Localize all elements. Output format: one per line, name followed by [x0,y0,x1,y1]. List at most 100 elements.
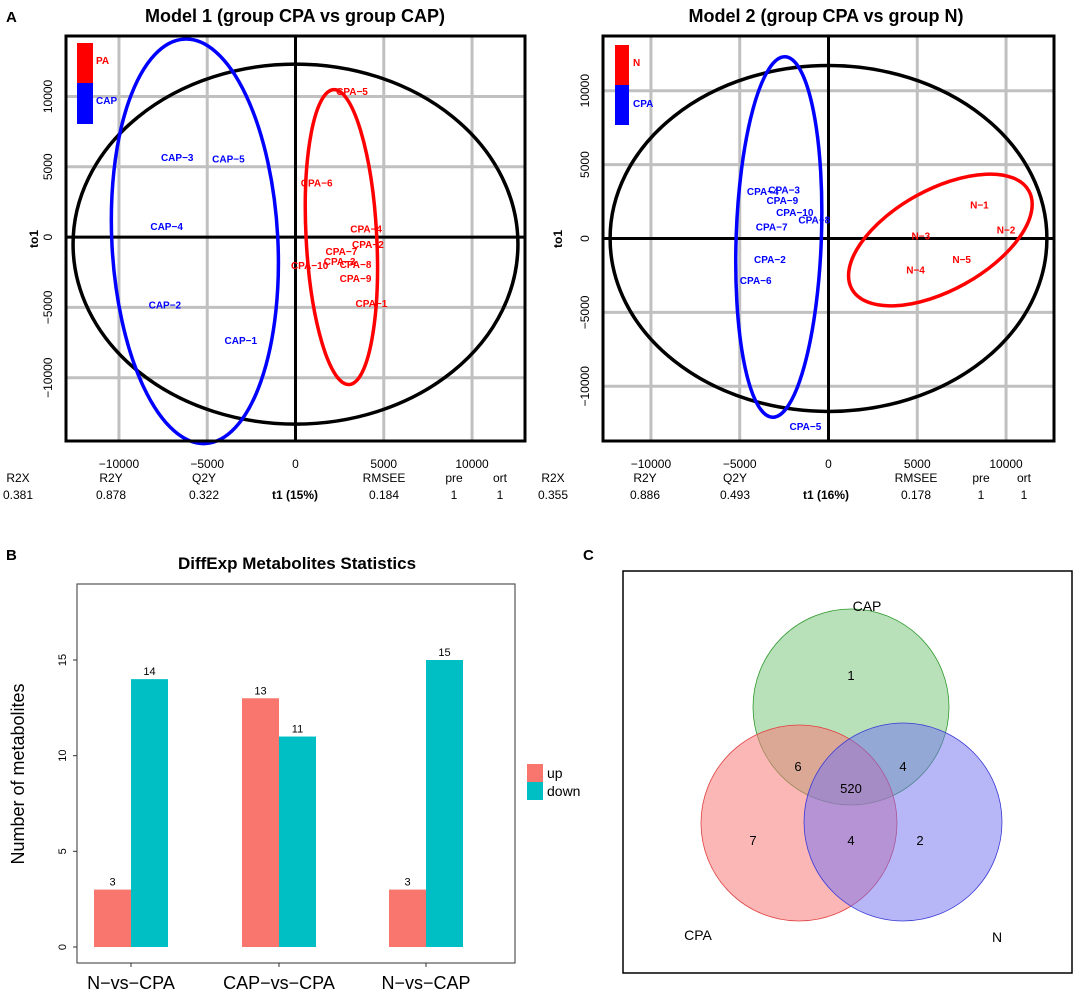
model2-point-label: CPA−10 [776,208,814,219]
model1-y-tick-label: 10000 [41,79,55,113]
model1-legend-swatch-cap [77,83,93,124]
model2-score-plot: Model 2 (group CPA vs group N) CPA−3CPA−… [538,6,1056,502]
bar-down [131,679,168,947]
model1-stat-h1: R2Y [99,471,122,485]
model1-point-label: CPA−7 [326,247,358,258]
diffexp-bar-chart: DiffExp Metabolites Statistics 3 14 13 11 3 1… [8,554,580,993]
model2-point-label: N−4 [906,266,925,277]
model1-stat-v5: 1 [497,488,504,502]
panel-label-b: B [6,547,17,564]
model2-y-tick-label: 10000 [578,74,592,108]
panel-label-c: C [583,547,594,564]
bar-up [94,889,131,947]
model2-x-tick-label: −10000 [631,457,672,471]
model1-y-tick-label: 0 [41,233,55,240]
venn-circle-n [803,722,1003,922]
bar-legend-swatch-down [527,782,543,800]
venn-diagram: CAP CPA N 1 7 2 6 4 4 520 [622,570,1073,974]
model2-stat-h5: ort [1017,471,1032,485]
model2-stats: R2X R2Y Q2Y RMSEE pre ort 0.355 0.886 0.… [538,471,1032,502]
model2-xlabel: t1 (16%) [803,488,849,502]
bar-y-tick-label: 15 [57,654,69,666]
model1-stat-v2: 0.322 [189,488,219,502]
bar-y-tick-label: 5 [57,848,69,854]
bar-legend-swatch-up [527,764,543,782]
model2-x-tick-label: 5000 [904,457,931,471]
model2-legend-label-cpa: CPA [633,99,653,110]
venn-set-label-cap: CAP [853,598,882,614]
model1-stat-v4: 1 [451,488,458,502]
model1-point-label: CPA−5 [336,87,368,98]
venn-region-cap-only: 1 [847,668,854,683]
venn-region-cpa-cap: 6 [794,759,801,774]
bar-up [242,698,279,947]
venn-set-label-cpa: CPA [684,927,712,943]
model1-x-tick-label: 0 [292,457,299,471]
venn-region-cpa-n: 4 [847,833,854,848]
model1-legend: PA CAP [77,43,117,124]
bar-chart-title: DiffExp Metabolites Statistics [178,554,416,573]
model1-point-label: CPA−2 [352,240,384,251]
model1-y-tick-label: −5000 [41,290,55,324]
bar-value-label: 11 [292,724,303,736]
bar-value-label: 3 [109,877,115,889]
model1-title: Model 1 (group CPA vs group CAP) [145,6,445,26]
model1-y-tick-label: −10000 [41,357,55,398]
bar-x-tick-label: N−vs−CAP [381,973,470,993]
panel-label-a: A [6,9,17,26]
model2-point-label: N−3 [912,232,931,243]
bar-y-tick-label: 10 [57,750,69,762]
model2-legend-swatch-cpa [615,85,629,125]
model2-x-tick-label: −5000 [723,457,757,471]
model2-stat-v1: 0.886 [630,488,660,502]
model2-stat-h0: R2X [541,471,564,485]
model1-point-label: CAP−2 [149,301,182,312]
model1-ellipse-pa [303,87,380,387]
model2-stat-v0: 0.355 [538,488,568,502]
bar-legend: up down [527,764,580,800]
model1-point-label: CAP−4 [150,222,183,233]
model1-stat-h3: RMSEE [363,471,406,485]
model1-stat-v3: 0.184 [369,488,399,502]
bar-x-tick-label: CAP−vs−CPA [223,973,335,993]
venn-region-all: 520 [840,781,862,796]
venn-set-label-n: N [992,929,1002,945]
venn-region-n-only: 2 [916,833,923,848]
model2-point-label: CPA−7 [756,223,788,234]
model2-point-label: CPA−8 [798,215,830,226]
model1-stat-h5: ort [493,471,508,485]
model1-stat-h2: Q2Y [192,471,216,485]
model2-ellipse-cpa [733,55,824,419]
model2-point-label: CPA−9 [766,196,798,207]
model2-legend-swatch-n [615,45,629,85]
model1-point-label: CPA−6 [301,178,333,189]
model1-x-tick-label: −5000 [190,457,224,471]
model1-stat-v0: 0.381 [3,488,33,502]
model1-x-tick-label: 5000 [370,457,397,471]
bar-up [389,889,426,947]
bar-value-label: 3 [404,877,410,889]
bar-ylabel: Number of metabolites [8,683,28,864]
model1-legend-label-cap: CAP [96,96,117,107]
model1-stats: R2X R2Y Q2Y RMSEE pre ort 0.381 0.878 0.… [3,471,508,502]
model1-legend-label-pa: PA [96,56,109,67]
model2-stat-h3: RMSEE [895,471,938,485]
model2-stat-h2: Q2Y [723,471,747,485]
model2-point-label: N−2 [997,226,1016,237]
model1-point-label: CPA−10 [291,261,329,272]
model1-point-label: CPA−1 [356,299,388,310]
model2-ellipse-t2 [608,63,1049,414]
model2-stat-v5: 1 [1021,488,1028,502]
model2-point-label: CPA−6 [740,276,772,287]
bar-value-label: 13 [254,685,266,697]
model1-ylabel: to1 [27,230,41,248]
model2-point-label: CPA−5 [790,422,822,433]
model2-point-label: CPA−2 [754,255,786,266]
model1-frame [64,34,527,443]
bar-x-tick-label: N−vs−CPA [87,973,175,993]
bar-down [426,660,463,947]
model1-point-label: CAP−5 [212,154,245,165]
venn-region-cap-n: 4 [899,759,906,774]
model2-legend-label-n: N [633,58,640,69]
